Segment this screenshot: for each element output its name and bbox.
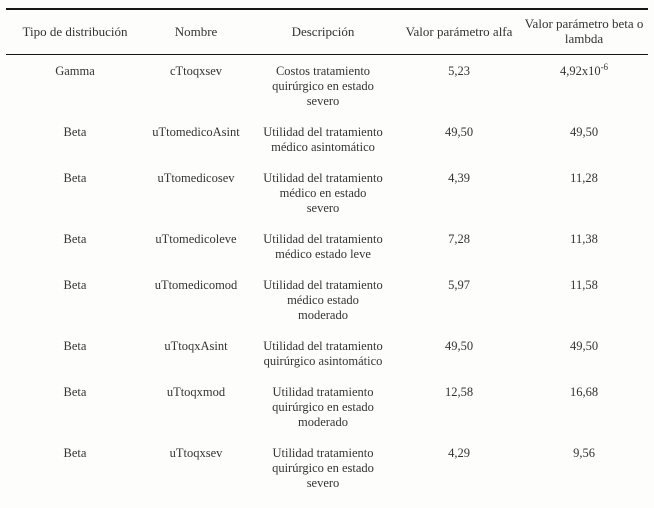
cell-tipo: Beta bbox=[63, 445, 87, 460]
cell-nombre: uTtomedicomod bbox=[154, 277, 238, 292]
header-tipo-distribucion: Tipo de distribución bbox=[6, 9, 144, 55]
cell-tipo: Beta bbox=[63, 124, 87, 139]
cell-valor-alfa: 5,23 bbox=[448, 63, 470, 78]
table-row: Beta uTtomedicoleve Utilidad del tratami… bbox=[6, 223, 648, 269]
cell-valor-alfa: 4,39 bbox=[448, 170, 470, 185]
cell-tipo: Beta bbox=[63, 277, 87, 292]
cell-descripcion: Costos tratamiento quirúrgico en estado … bbox=[248, 54, 398, 116]
cell-nombre: uTtoqxsev bbox=[169, 445, 223, 460]
table-row: Beta uTtoqxleve Utilidad tratamiento qui… bbox=[6, 498, 648, 508]
cell-descripcion-text: Utilidad tratamiento quirúrgico en estad… bbox=[272, 384, 374, 429]
cell-descripcion: Utilidad del tratamiento quirúrgico asin… bbox=[248, 330, 398, 376]
table-row: Beta uTtomedicoAsint Utilidad del tratam… bbox=[6, 116, 648, 162]
cell-tipo: Gamma bbox=[55, 63, 95, 78]
table-row: Beta uTtomedicosev Utilidad del tratamie… bbox=[6, 162, 648, 223]
header-row: Tipo de distribución Nombre Descripción … bbox=[6, 9, 648, 55]
cell-valor-alfa: 49,50 bbox=[444, 124, 474, 139]
cell-valor-alfa: 7,28 bbox=[448, 231, 470, 246]
cell-descripcion: Utilidad tratamiento quirúrgico leve bbox=[248, 498, 398, 508]
cell-descripcion: Utilidad tratamiento quirúrgico en estad… bbox=[248, 437, 398, 498]
cell-descripcion: Utilidad del tratamiento médico estado m… bbox=[248, 269, 398, 330]
cell-valor-alfa: 44,10 bbox=[398, 498, 520, 508]
cell-valor-beta: 11,58 bbox=[570, 277, 598, 292]
cell-valor-beta: 11,38 bbox=[570, 231, 598, 246]
cell-descripcion-text: Utilidad tratamiento quirúrgico leve bbox=[262, 507, 384, 508]
cell-descripcion: Utilidad tratamiento quirúrgico en estad… bbox=[248, 376, 398, 437]
cell-valor-beta: 11,28 bbox=[570, 170, 598, 185]
cell-nombre: uTtoqxleve bbox=[144, 498, 248, 508]
table-row: Beta uTtomedicomod Utilidad del tratamie… bbox=[6, 269, 648, 330]
parameter-distribution-table: Tipo de distribución Nombre Descripción … bbox=[6, 8, 648, 508]
cell-valor-beta: 49,50 bbox=[569, 338, 599, 353]
cell-valor-alfa: 5,97 bbox=[448, 277, 470, 292]
cell-nombre: uTtomedicoAsint bbox=[152, 124, 240, 139]
header-descripcion: Descripción bbox=[248, 9, 398, 55]
cell-descripcion: Utilidad del tratamiento médico estado l… bbox=[248, 223, 398, 269]
cell-descripcion-text: Costos tratamiento quirúrgico en estado … bbox=[272, 63, 374, 108]
cell-descripcion-text: Utilidad del tratamiento médico asintomá… bbox=[263, 124, 383, 154]
cell-valor-beta: 4,92x10-6 bbox=[520, 54, 648, 116]
beta-mantissa: 4,92x10 bbox=[559, 63, 601, 78]
cell-tipo: Beta bbox=[63, 384, 87, 399]
table-body: Gamma cTtoqxsev Costos tratamiento quirú… bbox=[6, 54, 648, 508]
cell-tipo: Beta bbox=[63, 338, 87, 353]
cell-tipo: Beta bbox=[63, 231, 87, 246]
table-row: Gamma cTtoqxsev Costos tratamiento quirú… bbox=[6, 54, 648, 116]
cell-descripcion-text: Utilidad del tratamiento quirúrgico asin… bbox=[263, 338, 383, 368]
header-nombre: Nombre bbox=[144, 9, 248, 55]
cell-descripcion-text: Utilidad del tratamiento médico estado m… bbox=[263, 277, 383, 322]
table-row: Beta uTtoqxmod Utilidad tratamiento quir… bbox=[6, 376, 648, 437]
cell-descripcion-text: Utilidad del tratamiento médico en estad… bbox=[263, 170, 383, 215]
cell-nombre: uTtomedicosev bbox=[157, 170, 235, 185]
table-row: Beta uTtoqxsev Utilidad tratamiento quir… bbox=[6, 437, 648, 498]
cell-valor-alfa: 49,50 bbox=[444, 338, 474, 353]
cell-valor-alfa: 4,29 bbox=[448, 445, 470, 460]
cell-nombre: uTtoqxAsint bbox=[164, 338, 228, 353]
cell-nombre: cTtoqxsev bbox=[169, 63, 223, 78]
beta-exponent: -6 bbox=[600, 61, 609, 72]
table-header: Tipo de distribución Nombre Descripción … bbox=[6, 9, 648, 55]
cell-descripcion: Utilidad del tratamiento médico asintomá… bbox=[248, 116, 398, 162]
cell-valor-alfa: 12,58 bbox=[444, 384, 474, 399]
cell-tipo: Beta bbox=[6, 498, 144, 508]
cell-tipo: Beta bbox=[63, 170, 87, 185]
header-valor-beta: Valor parámetro beta o lambda bbox=[520, 9, 648, 55]
cell-descripcion-text: Utilidad del tratamiento médico estado l… bbox=[263, 231, 383, 261]
header-valor-alfa: Valor parámetro alfa bbox=[398, 9, 520, 55]
cell-valor-beta: 9,56 bbox=[573, 445, 595, 460]
cell-valor-beta: 16,68 bbox=[569, 384, 599, 399]
cell-nombre: uTtomedicoleve bbox=[155, 231, 237, 246]
cell-descripcion-text: Utilidad tratamiento quirúrgico en estad… bbox=[272, 445, 374, 490]
table-row: Beta uTtoqxAsint Utilidad del tratamient… bbox=[6, 330, 648, 376]
cell-valor-beta: 53,90 bbox=[520, 498, 648, 508]
header-valor-beta-text: Valor parámetro beta o lambda bbox=[524, 16, 644, 47]
cell-valor-beta: 49,50 bbox=[569, 124, 599, 139]
cell-descripcion: Utilidad del tratamiento médico en estad… bbox=[248, 162, 398, 223]
cell-nombre: uTtoqxmod bbox=[166, 384, 226, 399]
